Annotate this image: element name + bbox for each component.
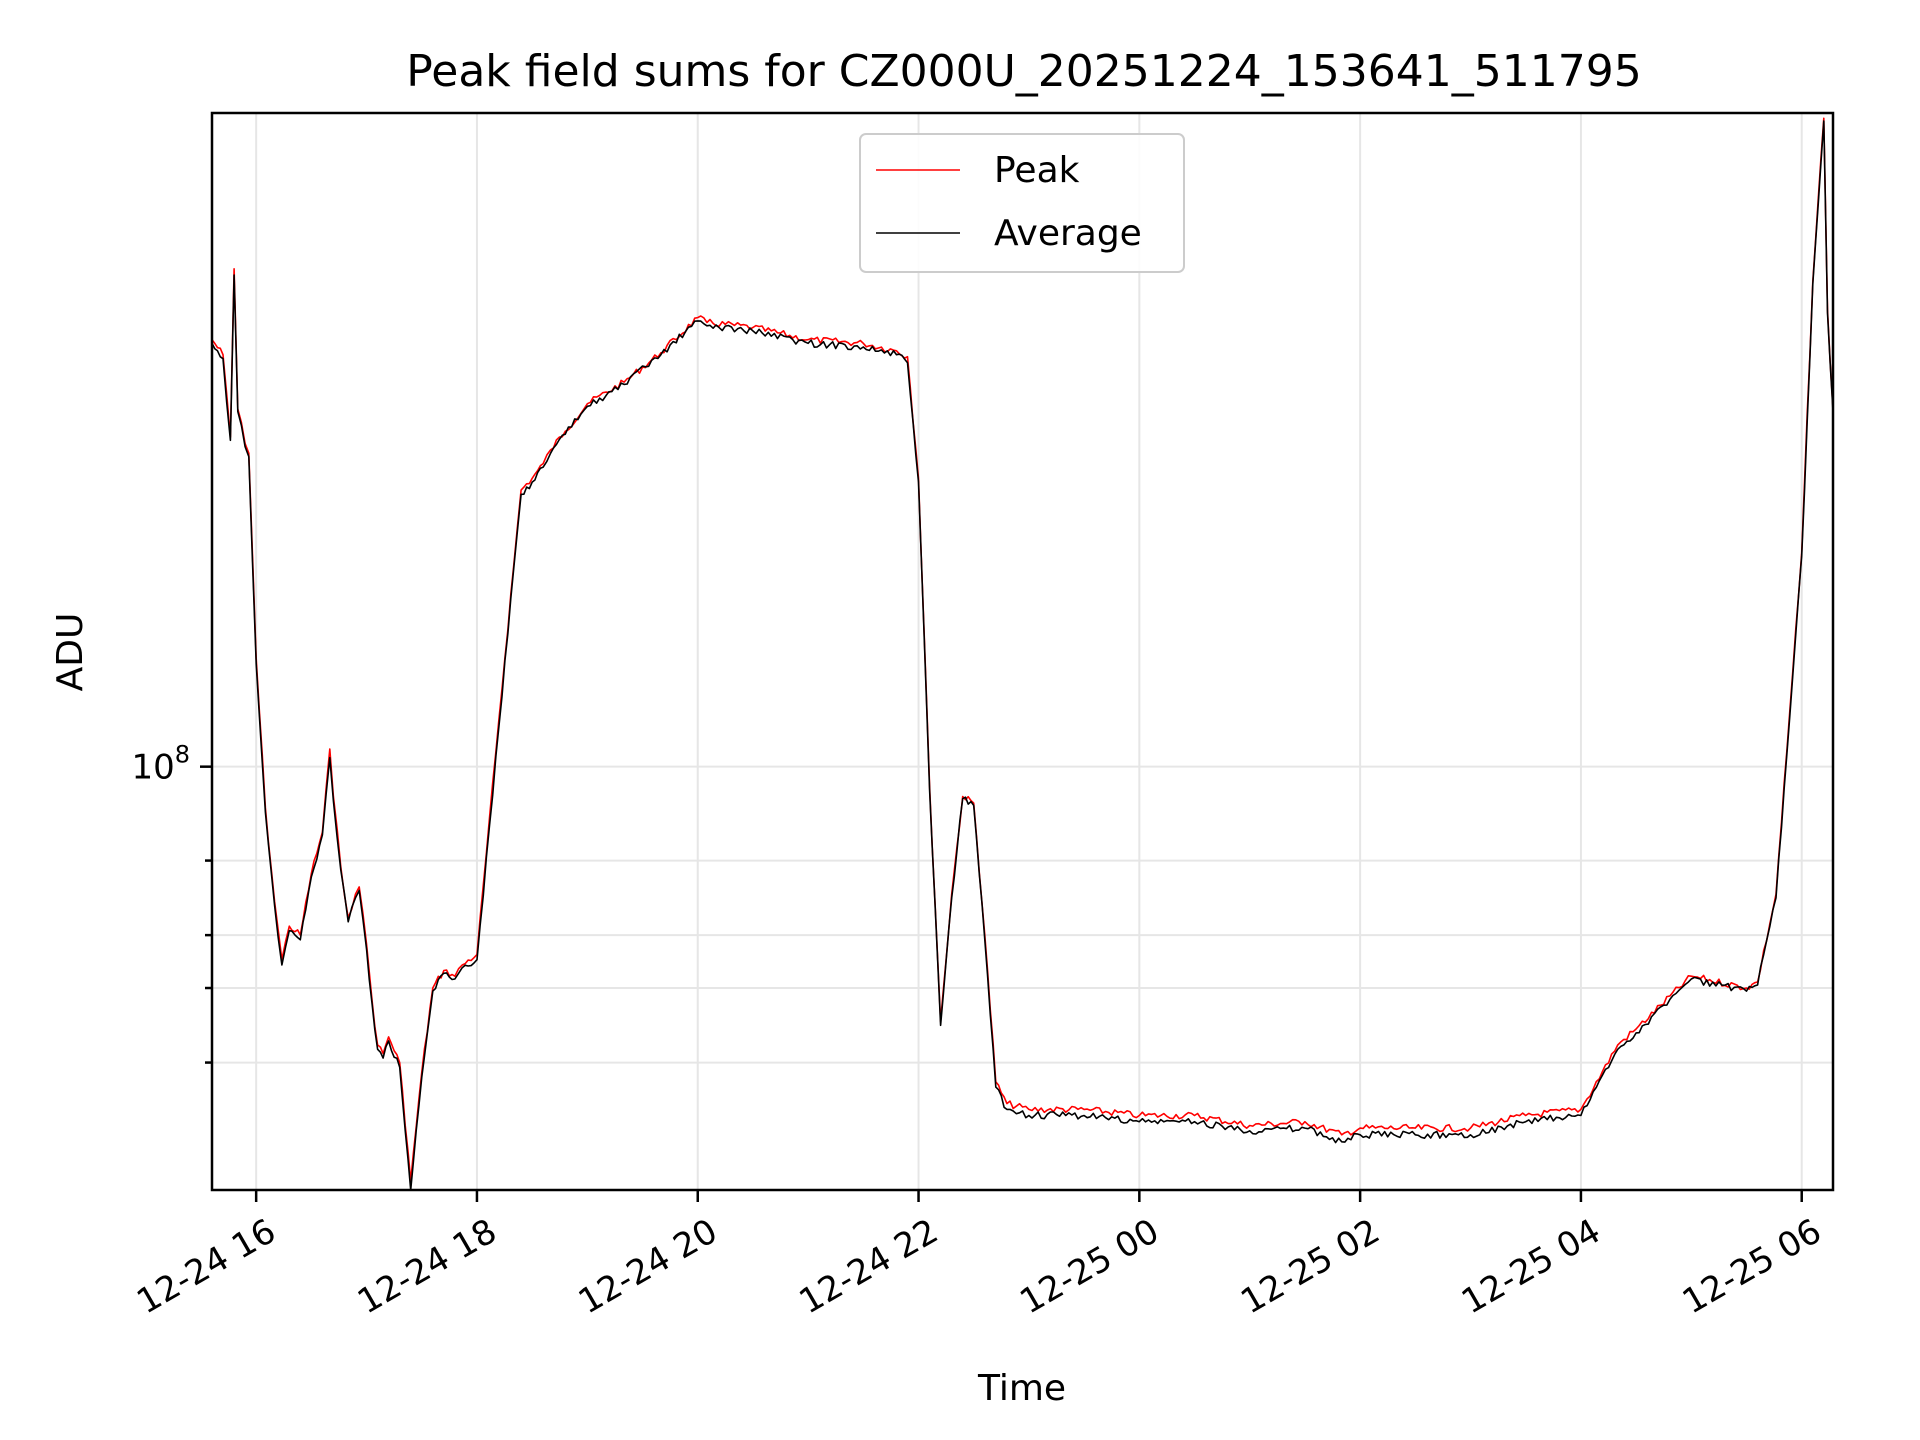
x-tick-label: 12-24 16 bbox=[130, 1211, 282, 1322]
x-tick-label: 12-24 22 bbox=[793, 1211, 945, 1322]
y-tick-base: 10 bbox=[131, 748, 174, 788]
x-tick-label: 12-25 06 bbox=[1676, 1211, 1828, 1322]
x-axis-label: Time bbox=[977, 1368, 1066, 1409]
y-tick-exponent: 8 bbox=[175, 741, 190, 769]
x-tick-label: 12-24 18 bbox=[351, 1211, 503, 1322]
x-tick-label: 12-25 04 bbox=[1455, 1211, 1607, 1322]
legend-label-peak: Peak bbox=[994, 150, 1080, 191]
x-tick-label: 12-25 00 bbox=[1013, 1211, 1165, 1322]
legend-label-average: Average bbox=[994, 213, 1142, 254]
series-layer bbox=[212, 117, 1833, 1190]
series-line-peak bbox=[212, 117, 1833, 1182]
grid-layer bbox=[212, 113, 1833, 1190]
legend-box bbox=[859, 133, 1185, 273]
legend: Peak Average bbox=[859, 133, 1185, 273]
x-tick-label: 12-24 20 bbox=[572, 1211, 724, 1322]
plot-frame bbox=[210, 111, 1835, 1192]
y-tick-label: 108 bbox=[131, 741, 190, 788]
series-line-average bbox=[212, 120, 1833, 1190]
chart-title: Peak field sums for CZ000U_20251224_1536… bbox=[406, 46, 1641, 97]
x-tick-label: 12-25 02 bbox=[1234, 1211, 1386, 1322]
y-axis-label: ADU bbox=[50, 613, 91, 692]
tick-layer: 12-24 16 12-24 18 12-24 20 12-24 22 12-25 00… bbox=[130, 741, 1828, 1323]
